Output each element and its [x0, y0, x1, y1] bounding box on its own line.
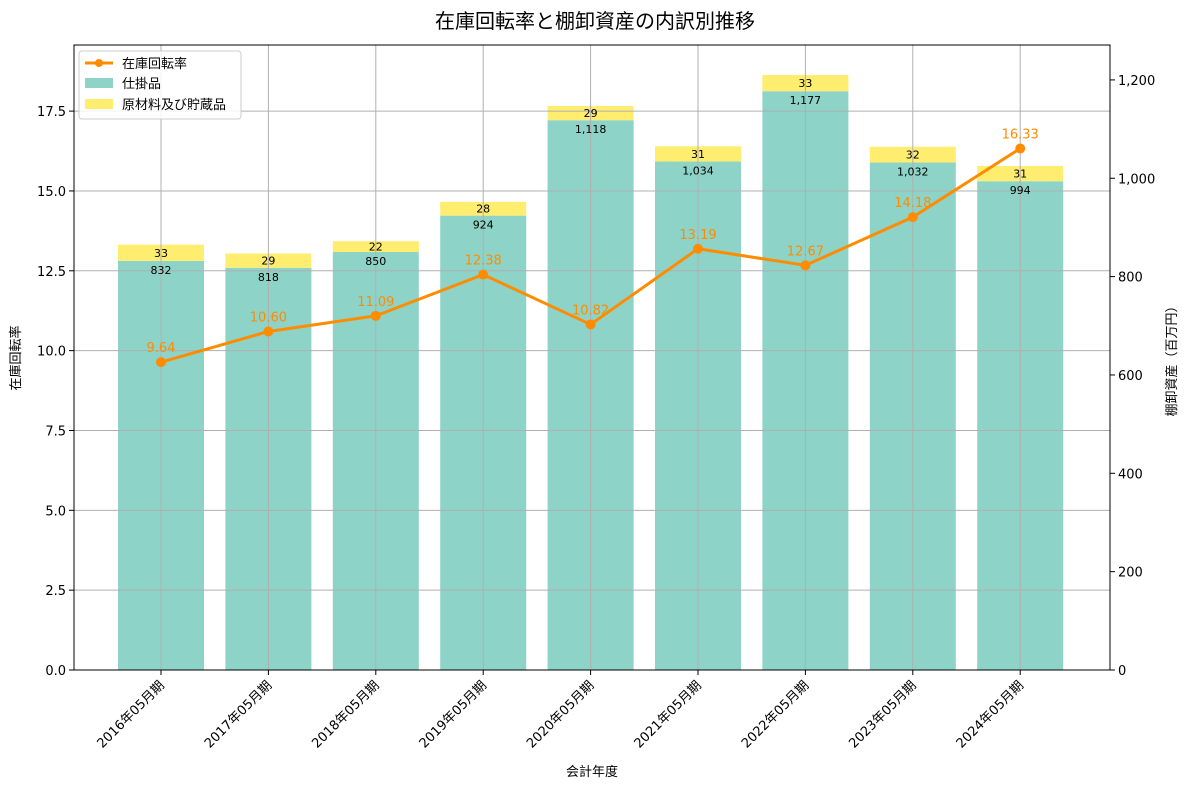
data-label-wip: 818 — [258, 271, 279, 284]
y-tick-label: 12.5 — [37, 265, 66, 280]
x-tick-label: 2016年05月期 — [95, 678, 168, 751]
y2-tick-label: 1,200 — [1118, 74, 1155, 89]
data-label-raw: 33 — [798, 77, 812, 90]
x-tick-label: 2024年05月期 — [954, 678, 1027, 751]
data-label-raw: 32 — [906, 149, 920, 162]
turnover-point — [585, 319, 596, 330]
y-axis-label: 在庫回転率 — [8, 325, 24, 390]
data-label-turnover: 9.64 — [147, 341, 176, 356]
legend-raw: 原材料及び貯蔵品 — [122, 98, 226, 113]
data-label-turnover: 10.60 — [250, 310, 287, 325]
x-tick-label: 2019年05月期 — [417, 678, 490, 751]
data-label-turnover: 12.38 — [465, 254, 502, 269]
data-label-raw: 29 — [584, 107, 598, 120]
data-label-wip: 1,118 — [575, 123, 607, 136]
data-label-raw: 29 — [261, 255, 275, 268]
y2-tick-label: 1,000 — [1118, 172, 1155, 187]
legend-wip: 仕掛品 — [122, 77, 161, 92]
data-label-turnover: 10.82 — [572, 303, 609, 318]
data-label-turnover: 11.09 — [357, 295, 394, 310]
data-label-raw: 28 — [476, 203, 490, 216]
turnover-point — [370, 310, 381, 321]
data-label-raw: 31 — [1013, 168, 1027, 181]
legend-marker — [95, 59, 103, 67]
turnover-point — [156, 357, 166, 368]
y2-tick-label: 400 — [1118, 467, 1143, 482]
data-label-wip: 994 — [1010, 184, 1031, 197]
y2-axis-label: 棚卸資産（百万円） — [1164, 299, 1180, 416]
y-tick-label: 2.5 — [45, 584, 66, 599]
chart-title: 在庫回転率と棚卸資産の内訳別推移 — [435, 9, 755, 33]
turnover-point — [693, 243, 703, 254]
data-label-wip: 1,177 — [790, 94, 822, 107]
y-tick-label: 10.0 — [37, 345, 66, 360]
y2-tick-label: 0 — [1118, 664, 1126, 679]
data-label-turnover: 13.19 — [679, 228, 716, 243]
turnover-point — [907, 212, 918, 223]
y2-tick-label: 600 — [1118, 369, 1143, 384]
legend-wip-swatch — [85, 78, 113, 88]
data-label-wip: 1,032 — [897, 166, 929, 179]
x-tick-label: 2020年05月期 — [524, 678, 597, 751]
plot-frame — [73, 44, 1111, 671]
data-label-wip: 924 — [473, 219, 494, 232]
turnover-point — [800, 260, 811, 271]
legend-raw-swatch — [85, 99, 113, 109]
y-tick-label: 17.5 — [37, 105, 66, 120]
x-tick-label: 2021年05月期 — [632, 678, 705, 751]
y2-tick-label: 800 — [1118, 271, 1143, 286]
data-label-raw: 22 — [369, 241, 383, 254]
data-label-turnover: 12.67 — [787, 244, 824, 259]
x-tick-label: 2018年05月期 — [309, 678, 382, 751]
x-tick-label: 2023年05月期 — [846, 678, 919, 751]
y2-tick-label: 200 — [1118, 566, 1143, 581]
turnover-point — [1015, 143, 1026, 154]
y-tick-label: 0.0 — [45, 664, 66, 679]
x-axis-label: 会計年度 — [566, 764, 618, 780]
turnover-point — [263, 326, 274, 337]
data-label-wip: 1,034 — [682, 165, 714, 178]
legend-frame — [78, 50, 242, 120]
x-tick-label: 2022年05月期 — [739, 678, 812, 751]
data-label-raw: 31 — [691, 148, 705, 161]
y-tick-label: 5.0 — [45, 504, 66, 519]
data-label-raw: 33 — [154, 247, 168, 260]
data-label-wip: 850 — [365, 255, 386, 268]
data-label-turnover: 16.33 — [1002, 127, 1039, 142]
x-tick-label: 2017年05月期 — [202, 678, 275, 751]
y-tick-label: 7.5 — [45, 424, 66, 439]
data-label-wip: 832 — [151, 264, 172, 277]
legend-turnover: 在庫回転率 — [122, 56, 187, 72]
y-tick-label: 15.0 — [37, 185, 66, 200]
legend: 在庫回転率 仕掛品 原材料及び貯蔵品 — [78, 50, 242, 120]
data-label-turnover: 14.18 — [894, 196, 931, 211]
turnover-point — [478, 269, 489, 280]
